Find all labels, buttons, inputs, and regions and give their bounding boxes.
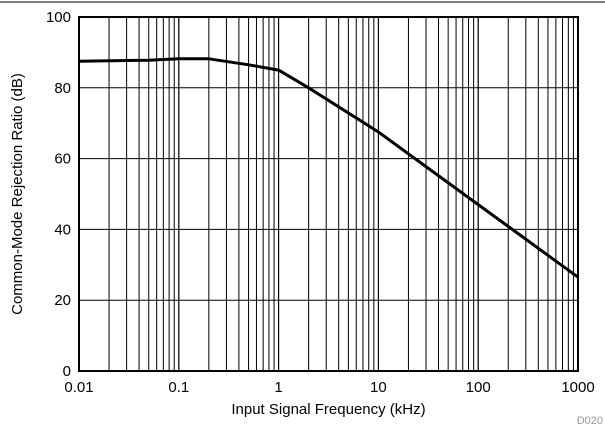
y-tick-labels: 0 20 40 60 80 100: [46, 9, 71, 380]
x-tick-label: 0.1: [168, 379, 189, 396]
x-tick-label: 100: [466, 379, 491, 396]
figure-id-label: D020: [577, 415, 603, 427]
cmrr-series-line: [78, 57, 579, 279]
x-axis-title: Input Signal Frequency (kHz): [231, 401, 425, 418]
series-layer: [78, 57, 579, 279]
x-tick-label: 1: [274, 379, 282, 396]
y-tick-label: 60: [54, 151, 71, 168]
y-tick-label: 0: [63, 363, 71, 380]
y-axis-title: Common-Mode Rejection Ratio (dB): [9, 73, 26, 315]
y-tick-label: 20: [54, 292, 71, 309]
grid: [78, 16, 579, 372]
y-tick-label: 80: [54, 80, 71, 97]
x-tick-label: 10: [370, 379, 387, 396]
x-tick-label: 0.01: [64, 379, 93, 396]
plot-frame: [78, 16, 579, 372]
x-tick-label: 1000: [561, 379, 594, 396]
y-tick-label: 100: [46, 9, 71, 26]
y-tick-label: 40: [54, 221, 71, 238]
x-tick-labels: 0.01 0.1 1 10 100 1000: [64, 379, 594, 396]
